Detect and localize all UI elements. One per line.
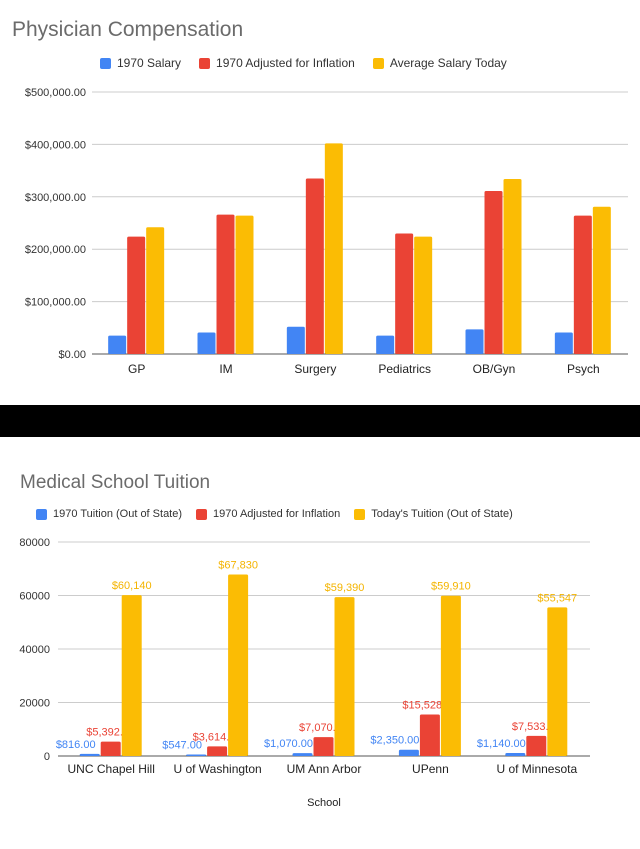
data-label: $2,350.00: [370, 735, 419, 747]
y-tick-label: 60000: [19, 591, 50, 603]
x-tick-label: Pediatrics: [378, 362, 431, 376]
y-tick-label: $100,000.00: [25, 297, 86, 309]
bar-u-of-minnesota-1970-adjusted-for-inflation: [526, 735, 547, 756]
bar-gp-1970-salary: [108, 335, 127, 354]
data-label: $816.00: [56, 739, 96, 751]
compensation-legend: 1970 Salary 1970 Adjusted for Inflation …: [100, 56, 507, 70]
bar-pediatrics-1970-salary: [376, 335, 395, 354]
tuition-legend: 1970 Tuition (Out of State) 1970 Adjuste…: [36, 508, 513, 520]
legend-swatch: [354, 508, 366, 520]
data-label: $1,070.00: [264, 738, 313, 750]
legend-label: 1970 Adjusted for Inflation: [213, 508, 341, 520]
bar-um-ann-arbor-today-s-tuition-out-of-state: [334, 597, 355, 756]
legend-label: Today's Tuition (Out of State): [371, 508, 513, 520]
bar-ob-gyn-1970-adjusted-for-inflation: [484, 191, 503, 354]
bar-pediatrics-1970-adjusted-for-inflation: [395, 233, 414, 354]
y-tick-label: $200,000.00: [25, 244, 86, 256]
data-label: $59,390: [325, 582, 365, 594]
legend-item-1970-tuition[interactable]: 1970 Tuition (Out of State): [36, 508, 182, 520]
y-tick-label: $0.00: [58, 349, 86, 361]
x-tick-label: Psych: [567, 362, 600, 376]
y-tick-label: 80000: [19, 537, 50, 549]
bar-u-of-washington-today-s-tuition-out-of-state: [228, 574, 249, 756]
bar-im-1970-salary: [197, 332, 216, 354]
y-tick-label: 20000: [19, 698, 50, 710]
bar-surgery-1970-salary: [286, 326, 305, 354]
bar-unc-chapel-hill-today-s-tuition-out-of-state: [121, 595, 142, 756]
bar-surgery-average-salary-today: [324, 143, 343, 354]
compensation-chart-plot: $0.00 $100,000.00 $200,000.00 $300,000.00 $4…: [25, 87, 628, 376]
y-tick-label: 40000: [19, 644, 50, 656]
bar-upenn-today-s-tuition-out-of-state: [440, 595, 461, 756]
x-axis-title: School: [307, 797, 341, 809]
bar-gp-1970-adjusted-for-inflation: [127, 236, 146, 354]
x-tick-label: IM: [219, 362, 232, 376]
y-tick-label: 0: [44, 751, 50, 763]
data-label: $55,547: [537, 592, 577, 604]
x-tick-label: UM Ann Arbor: [287, 762, 362, 776]
bar-upenn-1970-tuition-out-of-state: [398, 749, 419, 756]
bar-unc-chapel-hill-1970-tuition-out-of-state: [79, 753, 100, 756]
bar-psych-average-salary-today: [592, 206, 611, 354]
bar-unc-chapel-hill-1970-adjusted-for-inflation: [100, 741, 121, 756]
bar-u-of-washington-1970-tuition-out-of-state: [186, 754, 207, 756]
bar-psych-1970-salary: [554, 332, 573, 354]
data-label: $60,140: [112, 580, 152, 592]
legend-label: 1970 Adjusted for Inflation: [216, 56, 355, 70]
x-tick-label: U of Washington: [173, 762, 261, 776]
tuition-chart-panel: Medical School Tuition 1970 Tuition (Out…: [0, 437, 640, 849]
bar-im-average-salary-today: [235, 215, 254, 354]
tuition-chart-plot: 020000400006000080000$816.00$5,392.10$60…: [19, 537, 590, 809]
data-label: $1,140.00: [477, 738, 526, 750]
x-tick-label: OB/Gyn: [473, 362, 516, 376]
bar-u-of-minnesota-today-s-tuition-out-of-state: [547, 607, 568, 756]
legend-swatch: [100, 57, 111, 69]
data-label: $59,910: [431, 581, 471, 593]
compensation-chart-title: Physician Compensation: [12, 18, 244, 41]
y-tick-label: $300,000.00: [25, 192, 86, 204]
data-label: $547.00: [162, 740, 202, 752]
bar-ob-gyn-average-salary-today: [503, 178, 522, 354]
bar-pediatrics-average-salary-today: [414, 236, 433, 354]
data-label: $67,830: [218, 560, 258, 572]
x-tick-label: UPenn: [412, 762, 449, 776]
bar-u-of-washington-1970-adjusted-for-inflation: [207, 746, 228, 756]
x-tick-label: Surgery: [294, 362, 336, 376]
bar-um-ann-arbor-1970-adjusted-for-inflation: [313, 737, 334, 756]
legend-item-average-salary-today[interactable]: Average Salary Today: [372, 56, 507, 70]
bar-u-of-minnesota-1970-tuition-out-of-state: [505, 752, 526, 756]
compensation-chart-panel: Physician Compensation 1970 Salary 1970 …: [0, 0, 640, 405]
bar-ob-gyn-1970-salary: [465, 329, 484, 354]
legend-label: Average Salary Today: [389, 56, 507, 70]
x-tick-label: GP: [128, 362, 145, 376]
legend-item-1970-salary[interactable]: 1970 Salary: [100, 56, 181, 70]
legend-swatch: [199, 57, 211, 69]
legend-item-todays-tuition[interactable]: Today's Tuition (Out of State): [354, 508, 513, 520]
bar-surgery-1970-adjusted-for-inflation: [305, 178, 324, 354]
bar-upenn-1970-adjusted-for-inflation: [419, 714, 440, 756]
legend-swatch: [372, 57, 384, 69]
bar-gp-average-salary-today: [146, 227, 165, 354]
bar-im-1970-adjusted-for-inflation: [216, 214, 235, 354]
legend-label: 1970 Salary: [117, 56, 182, 70]
x-tick-label: U of Minnesota: [496, 762, 577, 776]
section-divider: [0, 405, 640, 437]
y-tick-label: $500,000.00: [25, 87, 86, 99]
legend-swatch: [36, 508, 47, 520]
legend-swatch: [196, 508, 208, 520]
bar-um-ann-arbor-1970-tuition-out-of-state: [292, 753, 313, 756]
y-tick-label: $400,000.00: [25, 139, 86, 151]
x-tick-label: UNC Chapel Hill: [68, 762, 155, 776]
legend-item-1970-adjusted[interactable]: 1970 Adjusted for Inflation: [199, 56, 355, 70]
legend-label: 1970 Tuition (Out of State): [53, 508, 183, 520]
legend-item-1970-adjusted[interactable]: 1970 Adjusted for Inflation: [196, 508, 340, 520]
tuition-chart-title: Medical School Tuition: [20, 472, 211, 493]
bar-psych-1970-adjusted-for-inflation: [573, 215, 592, 354]
